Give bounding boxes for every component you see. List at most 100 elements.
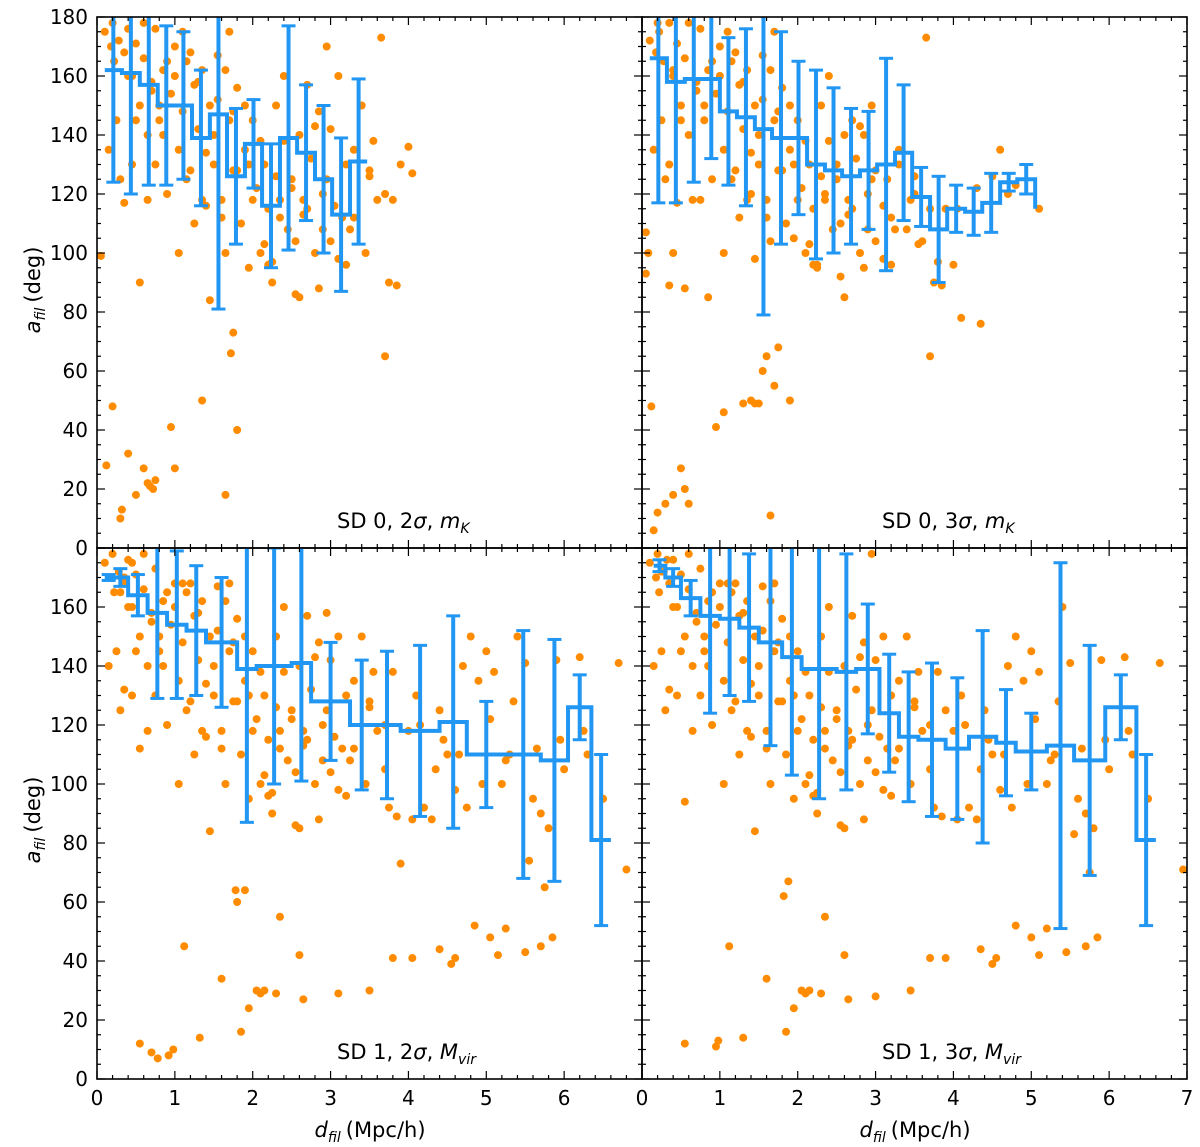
data-point	[859, 263, 868, 272]
data-point	[408, 954, 417, 963]
data-point	[731, 697, 740, 706]
data-point	[124, 603, 133, 611]
data-point	[766, 511, 775, 520]
data-point	[766, 780, 775, 788]
data-point	[431, 765, 440, 774]
data-point	[754, 691, 763, 700]
error-bar	[826, 86, 841, 255]
data-point	[104, 662, 113, 670]
error-bar	[652, 558, 667, 574]
data-point	[334, 785, 343, 794]
x-tick-label: 5	[480, 1086, 493, 1110]
panel-top-left: 0 20 40 60 80 100 120 140 160 180 SD 0, 2σ, mK	[50, 5, 643, 560]
data-point	[244, 1004, 253, 1013]
error-bar	[773, 30, 788, 246]
panel-top-right: SD 0, 3σ, mK	[641, 16, 1188, 549]
data-point	[688, 195, 697, 204]
data-point	[887, 791, 896, 800]
data-point	[715, 603, 724, 611]
data-point	[801, 249, 810, 257]
data-point	[155, 116, 164, 125]
y-axis-label-bottom: afil(deg)	[21, 777, 49, 864]
data-point	[575, 653, 584, 662]
data-point	[848, 611, 857, 620]
data-point	[1035, 667, 1044, 676]
data-point	[1007, 803, 1016, 812]
data-point	[665, 160, 674, 169]
data-point	[231, 886, 240, 895]
error-bar	[189, 564, 204, 697]
data-point	[809, 735, 818, 744]
error-bar	[738, 27, 753, 208]
data-point	[700, 632, 709, 641]
error-bar	[246, 98, 261, 190]
data-point	[996, 145, 1005, 154]
data-point	[342, 691, 351, 700]
data-point	[455, 750, 464, 759]
panel-annotation: SD 0, 2σ, mK	[337, 509, 471, 537]
y-tick-label: 100	[50, 241, 88, 265]
data-point	[190, 219, 199, 228]
data-point	[714, 1036, 723, 1045]
data-point	[1027, 647, 1036, 656]
data-point	[388, 195, 397, 204]
data-point	[723, 27, 732, 36]
data-point	[856, 780, 864, 788]
panel-bottom-left: 0 20 40 60 80 100 120 140 160 0 1 2 3 4 5 6 SD 1, 2σ, Mv…	[50, 547, 643, 1110]
data-point	[139, 54, 148, 63]
data-point	[918, 726, 927, 735]
data-point	[785, 145, 794, 154]
data-point	[365, 172, 374, 181]
data-point	[661, 175, 670, 184]
error-bar	[193, 68, 208, 208]
data-point	[665, 685, 674, 694]
data-point	[248, 195, 257, 204]
data-point	[466, 632, 475, 641]
data-point	[318, 721, 327, 729]
data-point	[961, 721, 970, 729]
error-bar	[784, 548, 799, 777]
data-point	[680, 1039, 689, 1048]
error-bar	[130, 573, 145, 618]
data-point	[965, 803, 973, 812]
data-point	[279, 667, 288, 676]
scatter-points	[642, 18, 1044, 535]
data-point	[700, 116, 709, 125]
data-point	[346, 225, 355, 234]
data-point	[209, 160, 218, 169]
data-point	[824, 603, 833, 611]
data-point	[1035, 951, 1044, 960]
data-point	[186, 48, 195, 57]
error-bar	[882, 652, 897, 774]
data-point	[1070, 830, 1079, 839]
data-point	[357, 632, 366, 641]
data-point	[283, 756, 292, 765]
data-point	[159, 662, 168, 670]
error-bar	[914, 165, 929, 228]
error-bar	[686, 17, 701, 184]
x-tick-label: 7	[1181, 1086, 1194, 1110]
data-point	[801, 780, 810, 788]
step-line	[653, 563, 1156, 843]
data-point	[124, 449, 133, 458]
data-point	[891, 225, 900, 234]
data-point	[377, 33, 386, 42]
data-point	[178, 579, 187, 588]
data-point	[521, 948, 530, 957]
data-point	[104, 145, 113, 154]
y-tick-label: 120	[50, 182, 88, 206]
data-point	[198, 726, 207, 735]
data-point	[1062, 948, 1071, 957]
data-point	[727, 706, 736, 715]
error-bar	[239, 548, 254, 824]
data-point	[754, 160, 763, 169]
data-point	[532, 744, 541, 753]
data-point	[205, 296, 214, 305]
data-point	[996, 785, 1005, 794]
data-point	[824, 136, 833, 145]
data-point	[680, 54, 689, 63]
data-point	[186, 697, 195, 706]
data-point	[365, 703, 374, 712]
data-point	[747, 732, 755, 741]
